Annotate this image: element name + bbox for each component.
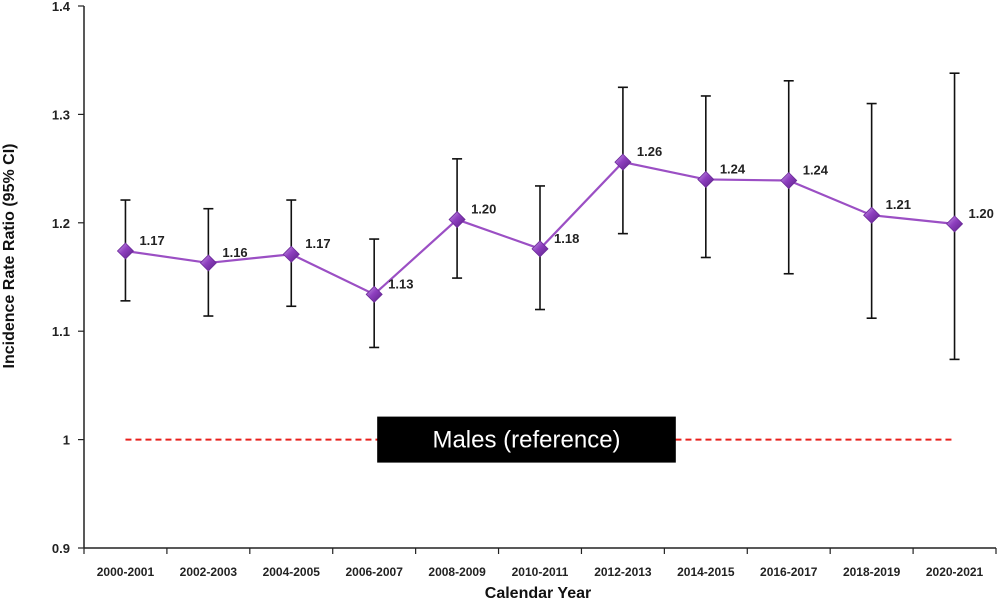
data-point-marker	[199, 254, 217, 272]
data-label: 1.13	[388, 276, 413, 291]
x-tick-label: 2004-2005	[263, 565, 321, 579]
y-ticks: 0.9 1 1.1 1.2 1.3 1.4	[52, 0, 84, 556]
y-tick-label: 1.3	[52, 107, 70, 122]
data-label: 1.16	[222, 245, 247, 260]
reference-label: Males (reference)	[432, 427, 620, 454]
x-tick-label: 2012-2013	[594, 565, 652, 579]
axes	[83, 6, 996, 549]
y-tick-label: 1.1	[52, 324, 70, 339]
x-tick-label: 2010-2011	[512, 565, 569, 579]
y-tick-label: 1.4	[52, 0, 71, 14]
y-axis-title: Incidence Rate Ratio (95% CI)	[1, 144, 18, 369]
data-label: 1.21	[886, 197, 911, 212]
error-bars	[120, 72, 960, 361]
data-label: 1.17	[139, 233, 164, 248]
data-point-marker	[614, 153, 632, 171]
data-point-marker	[945, 215, 964, 233]
x-tick-label: 2014-2015	[677, 565, 735, 579]
y-tick-label: 0.9	[52, 541, 70, 556]
data-point-marker	[780, 171, 798, 190]
x-tick-label: 2020-2021	[926, 565, 984, 579]
x-ticks: 2000-2001 2002-2003 2004-2005 2006-2007 2008…	[83, 548, 997, 579]
x-tick-label: 2000-2001	[97, 565, 155, 579]
data-point-marker	[531, 240, 549, 258]
data-point-marker	[448, 210, 466, 229]
x-tick-label: 2018-2019	[843, 565, 901, 579]
data-point-marker	[697, 170, 715, 189]
reference-label-box	[377, 416, 676, 463]
data-label: 1.17	[305, 236, 330, 251]
data-label: 1.24	[803, 163, 829, 178]
data-point-marker	[116, 242, 135, 260]
x-tick-label: 2016-2017	[760, 565, 818, 579]
markers	[116, 153, 964, 303]
x-tick-label: 2008-2009	[428, 565, 486, 579]
y-tick-label: 1	[63, 433, 70, 448]
data-label: 1.20	[471, 202, 496, 217]
data-label: 1.26	[637, 144, 662, 159]
data-point-marker	[863, 206, 881, 224]
data-point-marker	[365, 285, 383, 303]
data-label: 1.20	[969, 206, 994, 221]
data-labels: 1.17 1.16 1.17 1.13 1.20 1.18 1.26 1.24 1.24 1.21…	[139, 144, 993, 291]
data-label: 1.18	[554, 231, 579, 246]
y-tick-label: 1.2	[52, 216, 70, 231]
x-axis-title: Calendar Year	[485, 585, 591, 602]
x-tick-label: 2002-2003	[180, 565, 238, 579]
reference-line-group: Males (reference)	[125, 416, 955, 463]
data-point-marker	[282, 245, 300, 263]
data-label: 1.24	[720, 161, 746, 176]
x-tick-label: 2006-2007	[345, 565, 403, 579]
